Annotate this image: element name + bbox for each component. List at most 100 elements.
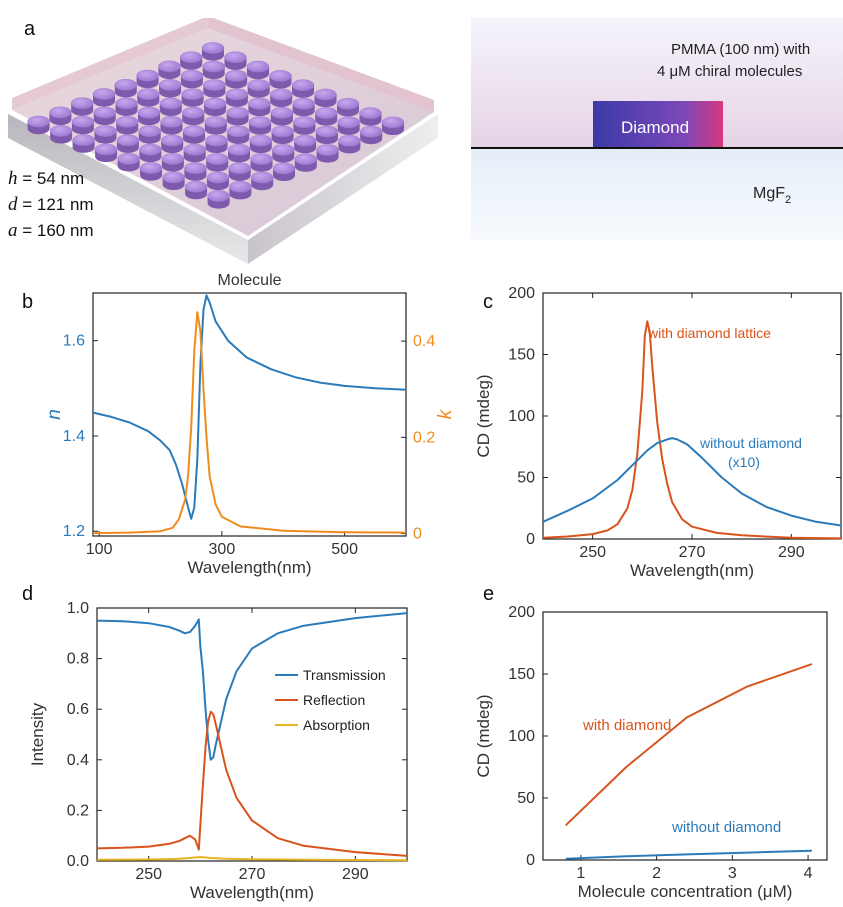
x-axis-label-b: Wavelength(nm) [187, 558, 311, 577]
nanodisk [315, 107, 338, 126]
series-line-e-0 [565, 663, 813, 827]
y-tick-label-d: 0.0 [67, 853, 89, 870]
nanodisk [114, 79, 138, 98]
x-tick-label-c: 270 [679, 544, 706, 561]
dim-label-h: h = 54 nm [8, 168, 85, 189]
nanodisk [247, 79, 270, 98]
annotation-without-diamond: without diamond [671, 819, 781, 836]
pmma-back-wall [208, 18, 434, 112]
y-tick-label-c: 200 [508, 285, 535, 302]
series-line-d-1 [96, 710, 408, 857]
pmma-label-line1: PMMA (100 nm) with [671, 41, 810, 58]
y-tick-label-d: 0.2 [67, 802, 89, 819]
nanodisk [161, 153, 185, 172]
y-tick-label-d: 0.6 [67, 701, 89, 718]
nanodisk [316, 144, 339, 163]
y-tick-label-c: 100 [508, 408, 535, 425]
y-tick-label-e: 0 [526, 852, 535, 869]
nanodisk [162, 171, 185, 190]
nanodisk [182, 106, 205, 126]
legend-label-2: Absorption [303, 717, 370, 733]
nanodisk [117, 152, 140, 172]
y-tick-label-b: 1.4 [63, 428, 85, 445]
slab-front-face [8, 114, 248, 264]
plot-frame-d [96, 607, 408, 862]
x-tick-label-b: 500 [331, 541, 358, 558]
cross-section-schematic: PMMA (100 nm) with 4 μM chiral molecules… [471, 18, 843, 240]
nanodisk [207, 190, 230, 209]
nanodisk [136, 69, 159, 89]
chart-c: 250 270 290 0 50 100 150 200 Wavelength(nm) CD (m… [474, 285, 842, 580]
nanodisk [70, 97, 94, 116]
y-tick-label-e: 50 [517, 790, 535, 807]
nanodisk [181, 88, 204, 107]
y-tick-label-c: 50 [517, 470, 535, 487]
diamond-block [593, 101, 723, 148]
nanodisk [292, 97, 315, 117]
diamond-label: Diamond [621, 118, 689, 137]
plot-frame-c [542, 292, 842, 540]
nanodisk [225, 88, 249, 107]
pmma-label-line2: 4 μM chiral molecules [657, 63, 802, 80]
nanodisk [291, 79, 315, 98]
series-line-d-0 [96, 612, 408, 761]
y-axis-label-e: CD (mdeg) [474, 694, 493, 777]
nanodisk [250, 153, 273, 172]
x-axis-label-d: Wavelength(nm) [190, 883, 314, 902]
nanodisk [248, 116, 272, 135]
panel-letter-e: e [483, 583, 494, 605]
nanodisk [227, 144, 251, 163]
y-tick-label-e: 100 [508, 728, 535, 745]
nanodisk [202, 60, 225, 80]
nanodisk [249, 134, 273, 154]
nanodisk [381, 116, 405, 135]
nanodisk [205, 134, 228, 154]
panel-letter-c: c [483, 291, 493, 313]
nanodisk [293, 116, 316, 135]
series-line-e-1 [565, 849, 812, 860]
x-tick-label-e: 2 [652, 865, 661, 882]
nanodisk [137, 106, 161, 126]
y-tick-label-e: 200 [508, 604, 535, 621]
nanodisk-array [27, 42, 405, 209]
nanodisk [158, 60, 181, 79]
nanodisk [93, 106, 116, 126]
nanodisk [314, 88, 337, 108]
pmma-left-wall [12, 18, 208, 110]
nanodisk [228, 162, 251, 181]
chart-b: 100 300 500 1.2 1.4 1.6 0 0.2 0.4 Wavelength(nm) n… [22, 272, 456, 577]
mgf2-substrate [471, 148, 843, 240]
series-line-b-0 [92, 294, 407, 520]
nanodisk [229, 180, 252, 200]
nanodisk [337, 116, 360, 135]
chart-title-b: Molecule [217, 272, 281, 289]
nanodisk [206, 171, 230, 191]
nanodisk [180, 69, 204, 89]
nanodisk [338, 135, 361, 154]
y-tick-label-d: 0.8 [67, 651, 89, 668]
nanodisk [115, 97, 138, 116]
nanodisk [270, 88, 293, 107]
series-line-d-2 [96, 856, 408, 862]
nanodisk [270, 107, 294, 126]
dim-label-a: a = 160 nm [8, 220, 94, 241]
nanodisk [336, 98, 360, 117]
nanodisk [203, 79, 226, 98]
nanodisk [159, 97, 183, 116]
annotation-x10: (x10) [728, 454, 760, 470]
y2-tick-label-b: 0 [413, 526, 422, 543]
y-axis-label-b: n [44, 409, 65, 420]
y2-tick-label-b: 0.4 [413, 333, 435, 350]
x-tick-label-c: 290 [778, 544, 805, 561]
nanodisk [182, 125, 206, 144]
nanodisk [294, 153, 317, 172]
x-tick-label-d: 250 [135, 866, 162, 883]
nanodisk [94, 125, 117, 144]
x-tick-label-e: 3 [728, 865, 737, 882]
nanodisk [360, 125, 383, 145]
dim-label-d: d = 121 nm [8, 194, 94, 215]
y-tick-label-d: 1.0 [67, 600, 89, 617]
y2-axis-label-b: k [435, 408, 456, 419]
nanodisk [293, 134, 317, 154]
nanodisk [115, 116, 139, 135]
